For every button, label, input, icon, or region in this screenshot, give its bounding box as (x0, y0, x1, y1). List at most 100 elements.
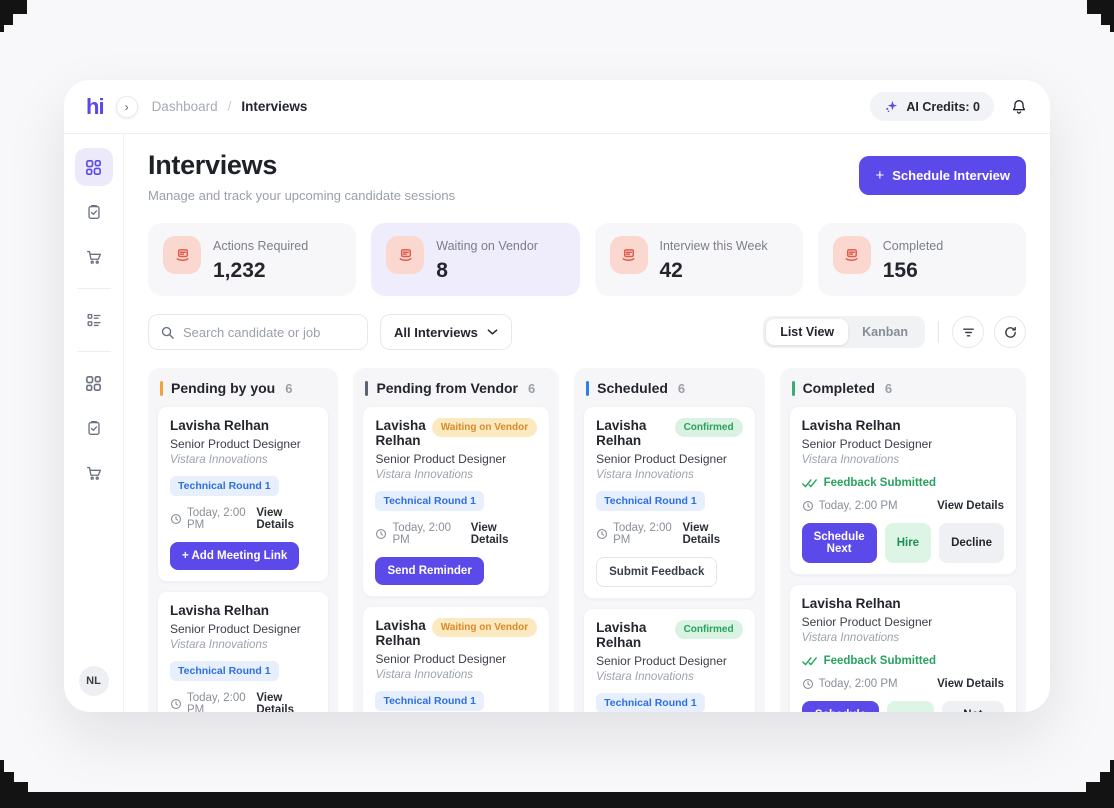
candidate-company: Vistara Innovations (596, 469, 694, 481)
not-select-button[interactable]: Not Select (941, 701, 1004, 712)
interview-card[interactable]: Lavisha Relhan Waiting on Vendor Senior … (362, 406, 551, 597)
ai-credits-pill[interactable]: AI Credits: 0 (870, 92, 994, 121)
add-meeting-link-button[interactable]: + Add Meeting Link (170, 542, 300, 570)
filter-icon[interactable] (952, 316, 984, 348)
sidebar-item-dashboard[interactable] (74, 148, 113, 186)
kanban-view-button[interactable]: Kanban (862, 325, 908, 339)
sidebar-divider (76, 288, 111, 289)
breadcrumb-separator: / (227, 99, 232, 114)
decline-button[interactable]: Decline (939, 523, 1004, 563)
stat-card-interview-this-week[interactable]: Interview this Week 42 (594, 223, 803, 296)
submit-feedback-button[interactable]: Submit Feedback (596, 557, 718, 587)
interview-time: Today, 2:00 PM (187, 507, 246, 531)
feedback-status: Feedback Submitted (823, 655, 937, 667)
interview-card[interactable]: Lavisha Relhan Senior Product Designer V… (788, 584, 1017, 712)
interview-card[interactable]: Lavisha Relhan Senior Product Designer V… (788, 406, 1017, 575)
sidebar-item-cart[interactable] (75, 238, 113, 276)
column-count: 6 (285, 380, 293, 396)
breadcrumb-dashboard[interactable]: Dashboard (151, 99, 218, 114)
candidate-name: Lavisha Relhan (170, 603, 270, 618)
view-details-link[interactable]: View Details (937, 500, 1004, 512)
column-count: 6 (528, 380, 536, 396)
candidate-name: Lavisha Relhan (596, 620, 647, 650)
interview-filter-dropdown[interactable]: All Interviews (380, 314, 512, 350)
grid-icon (84, 158, 103, 177)
schedule-next-button[interactable]: Schedule Next (801, 523, 877, 563)
schedule-next-button[interactable]: Schedule Next (801, 701, 880, 712)
interview-card[interactable]: Lavisha Relhan Confirmed Senior Product … (583, 406, 756, 599)
candidate-company: Vistara Innovations (170, 454, 268, 466)
hire-button[interactable]: Hire (884, 523, 932, 563)
refresh-icon[interactable] (994, 316, 1026, 348)
sidebar-item-tasks-2[interactable] (75, 409, 113, 447)
view-details-link[interactable]: View Details (256, 692, 295, 712)
candidate-name: Lavisha Relhan (375, 418, 426, 448)
candidate-company: Vistara Innovations (375, 469, 474, 481)
bell-icon[interactable] (1010, 98, 1028, 116)
app-logo: hi (86, 93, 105, 119)
candidate-name: Lavisha Relhan (375, 618, 426, 648)
column-accent-bar (160, 380, 163, 396)
candidate-company: Vistara Innovations (170, 639, 268, 651)
round-badge: Technical Round 1 (596, 693, 705, 712)
app-window: hi › Dashboard / Interviews AI Credits: … (64, 80, 1050, 712)
list-view-button[interactable]: List View (766, 319, 849, 345)
plus-icon: + (875, 167, 885, 184)
view-toggle: List View Kanban (763, 316, 925, 348)
clipboard-check-icon (85, 203, 103, 221)
double-check-icon (801, 478, 818, 489)
sidebar-item-tasks[interactable] (75, 193, 113, 231)
stat-icon (163, 236, 201, 274)
column-count: 6 (677, 380, 686, 396)
clock-icon (802, 500, 814, 512)
feedback-status: Feedback Submitted (823, 477, 937, 489)
double-check-icon (801, 656, 818, 667)
search-box[interactable] (148, 314, 368, 350)
stat-card-actions-required[interactable]: Actions Required 1,232 (148, 223, 357, 296)
clock-icon (170, 698, 182, 710)
page-subtitle: Manage and track your upcoming candidate… (148, 188, 456, 203)
view-details-link[interactable]: View Details (256, 507, 295, 531)
column-pending-by-you: Pending by you 6 Lavisha Relhan Senior P… (148, 368, 339, 712)
candidate-name: Lavisha Relhan (170, 418, 270, 433)
column-count: 6 (884, 380, 893, 396)
interview-card[interactable]: Lavisha Relhan Confirmed Senior Product … (583, 608, 756, 712)
stat-card-completed[interactable]: Completed 156 (817, 223, 1026, 296)
view-details-link[interactable]: View Details (682, 522, 721, 546)
round-badge: Technical Round 1 (375, 691, 485, 711)
view-details-link[interactable]: View Details (937, 678, 1004, 690)
interview-card[interactable]: Lavisha Relhan Waiting on Vendor Senior … (362, 606, 551, 712)
candidate-role: Senior Product Designer (170, 622, 301, 636)
candidate-role: Senior Product Designer (596, 654, 727, 668)
round-badge: Technical Round 1 (170, 661, 279, 681)
sparkle-icon (884, 99, 899, 114)
view-details-link[interactable]: View Details (470, 522, 509, 546)
send-reminder-button[interactable]: Send Reminder (375, 557, 484, 585)
round-badge: Technical Round 1 (596, 491, 705, 511)
grid-icon (84, 374, 103, 393)
sidebar-item-checklist[interactable] (75, 301, 113, 339)
candidate-name: Lavisha Relhan (596, 418, 647, 448)
candidate-role: Senior Product Designer (801, 437, 933, 451)
hire-button[interactable]: Hire (887, 701, 934, 712)
interview-card[interactable]: Lavisha Relhan Senior Product Designer V… (157, 591, 330, 712)
search-input[interactable] (183, 324, 359, 340)
schedule-interview-button[interactable]: + Schedule Interview (859, 156, 1026, 195)
interview-time: Today, 2:00 PM (818, 500, 898, 512)
round-badge: Technical Round 1 (375, 491, 485, 511)
clock-icon (596, 528, 608, 540)
stat-card-waiting-on-vendor[interactable]: Waiting on Vendor 8 (371, 223, 580, 296)
sidebar-item-cart-2[interactable] (75, 454, 113, 492)
candidate-company: Vistara Innovations (596, 671, 694, 683)
user-avatar[interactable]: NL (78, 666, 109, 696)
top-bar: hi › Dashboard / Interviews AI Credits: … (64, 80, 1050, 134)
sidebar-collapse-button[interactable]: › (115, 95, 138, 118)
candidate-role: Senior Product Designer (801, 615, 933, 629)
column-pending-from-vendor: Pending from Vendor 6 Lavisha Relhan Wai… (353, 368, 560, 712)
sidebar-item-grid-2[interactable] (75, 364, 113, 402)
cart-icon (85, 464, 103, 482)
candidate-company: Vistara Innovations (375, 669, 474, 681)
interview-card[interactable]: Lavisha Relhan Senior Product Designer V… (157, 406, 330, 582)
search-icon (160, 325, 175, 340)
checklist-icon (85, 311, 103, 329)
